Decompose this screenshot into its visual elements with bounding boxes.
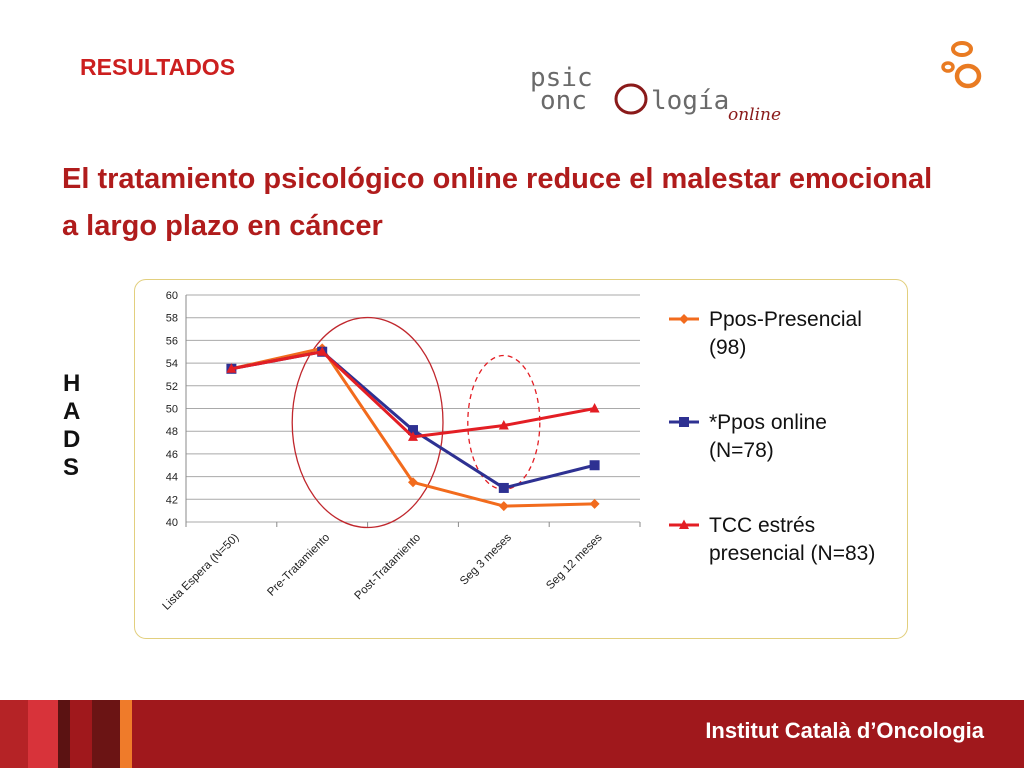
y-tick-label: 60 [166, 290, 178, 302]
footer-stripe [58, 700, 70, 768]
chart-frame [134, 279, 908, 639]
y-tick-label: 52 [166, 381, 178, 393]
x-tick-label: Lista Espera (N=50) [160, 532, 241, 613]
data-point-triangle [408, 431, 418, 441]
footer-stripe [28, 700, 58, 768]
footer-stripe [0, 700, 28, 768]
headline: El tratamiento psicológico online reduce… [62, 163, 933, 242]
data-point-diamond [589, 498, 600, 509]
data-point-square [498, 482, 509, 493]
ico-dots-icon [941, 41, 982, 89]
data-point-diamond [679, 314, 689, 324]
legend-label: Ppos-Presencial [709, 308, 862, 331]
logo-line1: psic [530, 63, 593, 93]
data-point-triangle [679, 519, 689, 529]
footer-bar: Institut Català d’Oncologia [0, 700, 1024, 768]
legend-label: TCC estrés [709, 514, 815, 537]
x-tick-label: Seg 12 meses [544, 531, 605, 592]
data-point-triangle [317, 346, 328, 356]
hads-letter: H [63, 370, 81, 397]
x-tick-label: Seg 3 meses [458, 531, 514, 587]
logo-script: online [728, 105, 781, 122]
annotation-ellipse [291, 316, 444, 529]
legend-label: *Ppos online [709, 411, 827, 434]
logo-ring [614, 83, 648, 115]
y-tick-label: 54 [166, 358, 178, 370]
y-tick-label: 56 [166, 335, 178, 347]
psicooncologia-online-logo: psic onc logía online [530, 63, 781, 122]
hads-label: H A D S [63, 370, 80, 482]
hads-letter: S [63, 454, 80, 481]
data-point-diamond [498, 501, 509, 512]
x-tick-label: Post-Tratamiento [353, 532, 424, 603]
legend-label: presencial (N=83) [709, 542, 875, 565]
footer-brand: Institut Català d’Oncologia [705, 718, 984, 743]
data-point-square [589, 460, 600, 471]
x-tick-label: Pre-Tratamiento [265, 532, 332, 599]
y-tick-label: 42 [166, 494, 178, 506]
data-point-diamond [408, 477, 418, 488]
y-tick-label: 46 [166, 449, 178, 461]
y-tick-label: 50 [166, 404, 178, 416]
y-tick-label: 58 [166, 313, 178, 325]
data-point-triangle [589, 403, 600, 413]
footer-stripe [92, 700, 120, 768]
hads-letter: D [63, 426, 81, 453]
data-point-square [408, 425, 418, 436]
data-point-square [679, 417, 689, 427]
footer-stripe [70, 700, 92, 768]
hads-letter: A [63, 398, 81, 425]
legend-label: (98) [709, 336, 746, 359]
data-point-triangle [498, 420, 509, 430]
line-chart: 40 42 44 46 48 50 52 54 56 58 60 Lista Espera (N=50… [160, 290, 875, 613]
data-point-triangle [226, 363, 237, 373]
logo-line2b: logía [651, 86, 729, 116]
logo-line2a: onc [540, 86, 587, 116]
section-label: RESULTADOS [80, 54, 236, 80]
y-tick-label: 40 [166, 517, 178, 529]
y-tick-label: 44 [166, 472, 178, 484]
legend-label: (N=78) [709, 439, 774, 462]
y-tick-label: 48 [166, 426, 178, 438]
footer-stripe [120, 700, 132, 768]
